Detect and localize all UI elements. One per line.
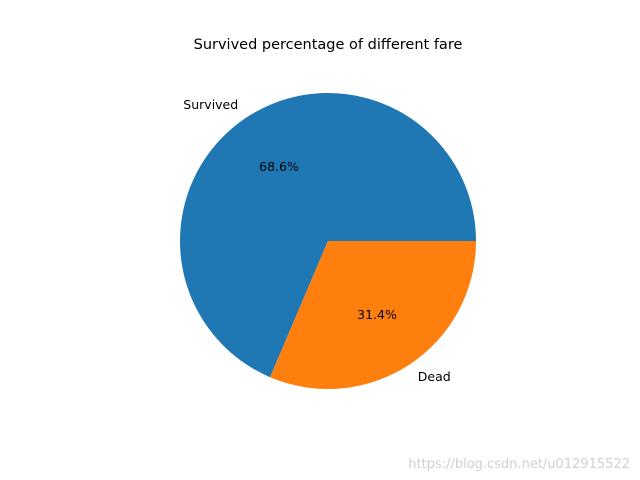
pie-slices [180,93,477,389]
watermark: https://blog.csdn.net/u012915522 [408,457,630,472]
slice-percent-dead: 31.4% [357,307,397,322]
chart-title: Survived percentage of different fare [194,37,463,53]
slice-label-survived: Survived [183,97,238,112]
slice-label-dead: Dead [418,369,451,384]
pie-labels: Survived 68.6% Dead 31.4% [183,97,450,384]
pie-slice-dead [270,241,476,389]
pie-slice-survived [180,93,477,378]
slice-percent-survived: 68.6% [259,159,299,174]
